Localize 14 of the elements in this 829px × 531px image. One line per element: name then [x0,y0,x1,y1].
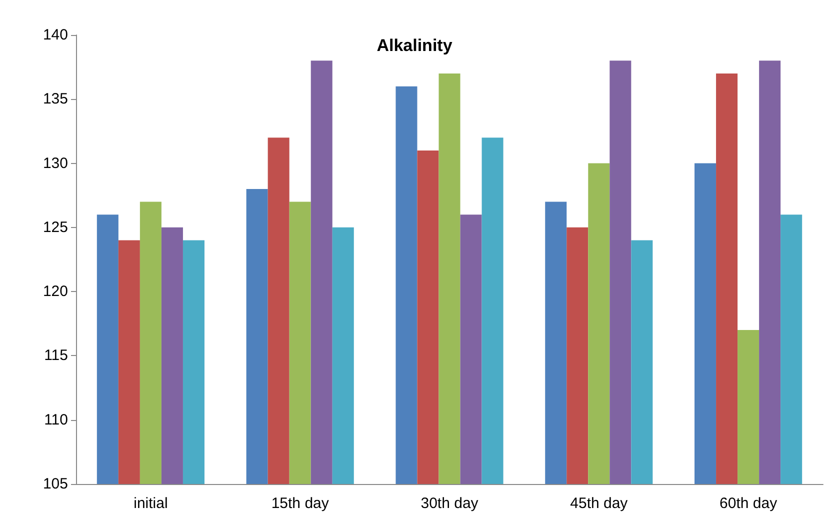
y-tick-label: 130 [42,154,68,172]
x-tick-label: 30th day [420,495,479,512]
x-tick-label: 60th day [720,495,778,512]
y-tick-label: 105 [42,476,68,492]
y-tick-label: 115 [44,347,68,364]
x-tick-label: initial [134,495,168,512]
y-tick-label: 140 [42,26,68,44]
x-tick-label: 15th day [271,495,330,512]
x-tick-label: 45th day [570,495,628,512]
y-tick-label: 135 [42,90,68,108]
y-tick-label: 120 [42,283,68,300]
y-tick-label: 125 [42,218,68,236]
chart-title: Alkalinity [376,36,453,55]
y-tick-label: 110 [44,411,68,428]
